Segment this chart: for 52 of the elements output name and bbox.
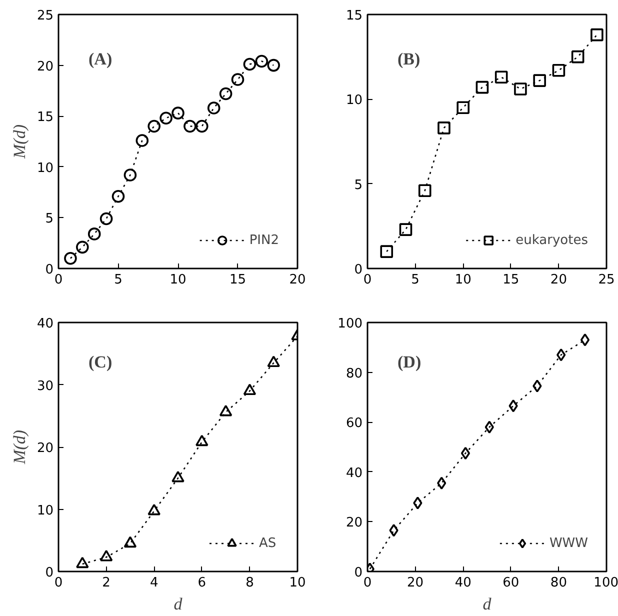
x-tick-label: 15 [229, 272, 246, 288]
y-tick-label: 60 [346, 416, 363, 432]
x-tick-label: 6 [198, 576, 206, 590]
x-tick-label: 60 [502, 576, 520, 590]
x-tick-label: 20 [289, 272, 306, 288]
x-tick-label: 2 [102, 576, 110, 590]
y-tick-label: 0 [354, 566, 363, 580]
x-tick-label: 5 [114, 272, 122, 288]
annotation: (A) [88, 50, 112, 68]
y-tick-label: 20 [36, 441, 54, 456]
y-tick-label: 40 [36, 316, 54, 332]
y-tick-label: 15 [346, 8, 363, 24]
y-tick-label: 30 [36, 378, 54, 394]
x-tick-label: 4 [150, 576, 158, 590]
x-tick-label: 10 [289, 576, 306, 590]
y-axis-title: M(d) [10, 124, 29, 160]
x-tick-label: 15 [502, 272, 520, 288]
y-tick-label: 0 [45, 566, 54, 580]
y-tick-label: 25 [36, 8, 54, 24]
x-tick-label: 10 [170, 272, 186, 288]
y-tick-label: 5 [354, 178, 363, 193]
legend-label: WWW [549, 536, 588, 550]
y-tick-label: 80 [346, 366, 363, 382]
y-tick-label: 0 [45, 262, 54, 278]
y-tick-label: 20 [36, 59, 54, 74]
x-tick-label: 80 [550, 576, 567, 590]
y-tick-label: 100 [338, 316, 363, 332]
y-tick-label: 20 [346, 516, 363, 531]
y-tick-label: 10 [346, 93, 363, 108]
x-tick-label: 20 [407, 576, 424, 590]
x-tick-label: 8 [246, 576, 254, 590]
annotation: (B) [398, 50, 420, 68]
legend-label: PIN2 [249, 232, 279, 248]
y-axis-title: M(d) [10, 430, 29, 465]
y-tick-label: 15 [36, 110, 54, 126]
y-tick-label: 10 [36, 503, 54, 518]
x-tick-label: 100 [594, 576, 618, 590]
x-tick-label: 25 [598, 272, 615, 288]
y-tick-label: 0 [354, 262, 363, 278]
x-axis-title: d [482, 594, 492, 614]
x-tick-label: 20 [550, 272, 567, 288]
x-axis-title: d [174, 594, 183, 614]
x-tick-label: 5 [411, 272, 420, 288]
y-tick-label: 10 [36, 160, 54, 176]
x-tick-label: 40 [454, 576, 472, 590]
annotation: (C) [88, 352, 112, 372]
legend-label: AS [259, 536, 278, 550]
y-tick-label: 40 [346, 466, 363, 481]
y-tick-label: 5 [45, 212, 54, 227]
annotation: (D) [398, 352, 422, 372]
legend-label: eukaryotes [516, 232, 588, 248]
x-tick-label: 10 [454, 272, 472, 288]
